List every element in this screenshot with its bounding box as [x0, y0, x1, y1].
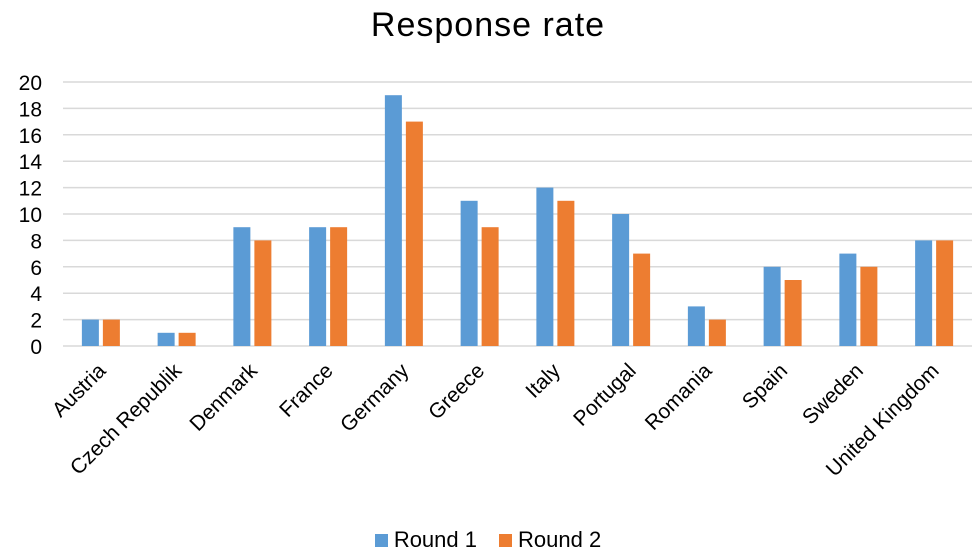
gridlines — [63, 81, 972, 347]
bar-round-2 — [784, 280, 802, 346]
bar-round-2 — [708, 319, 726, 346]
bar-round-2 — [330, 227, 348, 346]
y-tick-label: 10 — [19, 204, 42, 227]
bar-round-2 — [102, 319, 120, 346]
bar-round-2 — [178, 332, 196, 346]
bar-round-1 — [309, 227, 327, 346]
x-tick-label: Romania — [641, 359, 717, 435]
y-tick-label: 20 — [19, 72, 42, 95]
y-tick-label: 4 — [30, 283, 42, 306]
bar-round-2 — [633, 253, 651, 346]
bar-round-1 — [384, 95, 402, 346]
bars — [81, 95, 954, 346]
y-tick-label: 12 — [19, 178, 42, 201]
legend-swatch-round-2 — [499, 533, 512, 547]
bar-round-2 — [254, 240, 272, 346]
y-tick-label: 2 — [30, 310, 42, 333]
bar-round-1 — [460, 200, 478, 346]
bar-round-1 — [536, 187, 554, 346]
y-tick-label: 18 — [19, 98, 42, 121]
legend-item-round-2: Round 2 — [499, 527, 601, 553]
bar-round-1 — [157, 332, 175, 346]
y-axis-ticks: 0 2 4 6 8 10 12 14 16 18 20 — [19, 72, 43, 359]
bar-round-1 — [839, 253, 857, 346]
y-tick-label: 0 — [30, 336, 42, 359]
legend-label-round-1: Round 1 — [393, 527, 477, 552]
bar-round-1 — [612, 214, 630, 346]
y-tick-label: 16 — [19, 125, 42, 148]
bar-round-1 — [687, 306, 705, 346]
x-tick-label: Spain — [738, 359, 792, 413]
legend: Round 1 Round 2 — [0, 527, 976, 553]
x-tick-label: France — [275, 359, 337, 421]
bar-round-2 — [860, 266, 878, 346]
x-tick-label: Portugal — [569, 359, 641, 431]
x-tick-label: Germany — [336, 359, 414, 437]
bar-round-2 — [481, 227, 499, 346]
y-tick-label: 14 — [19, 151, 43, 174]
x-tick-label: Sweden — [798, 359, 868, 429]
x-tick-label: Greece — [424, 359, 489, 424]
chart-title: Response rate — [370, 6, 606, 44]
y-tick-label: 6 — [30, 257, 42, 280]
bar-round-2 — [557, 200, 575, 346]
legend-item-round-1: Round 1 — [374, 527, 477, 553]
legend-swatch-round-1 — [374, 533, 388, 547]
x-tick-label: Denmark — [185, 359, 262, 436]
legend-label-round-2: Round 2 — [518, 527, 602, 552]
bar-round-2 — [405, 121, 423, 346]
bar-round-1 — [233, 227, 251, 346]
bar-round-2 — [936, 240, 954, 346]
y-tick-label: 8 — [30, 230, 42, 253]
bar-round-1 — [81, 319, 99, 346]
bar-round-1 — [763, 266, 781, 346]
x-tick-label: Austria — [48, 359, 111, 422]
bar-round-1 — [915, 240, 933, 346]
x-tick-label: Italy — [521, 359, 565, 403]
